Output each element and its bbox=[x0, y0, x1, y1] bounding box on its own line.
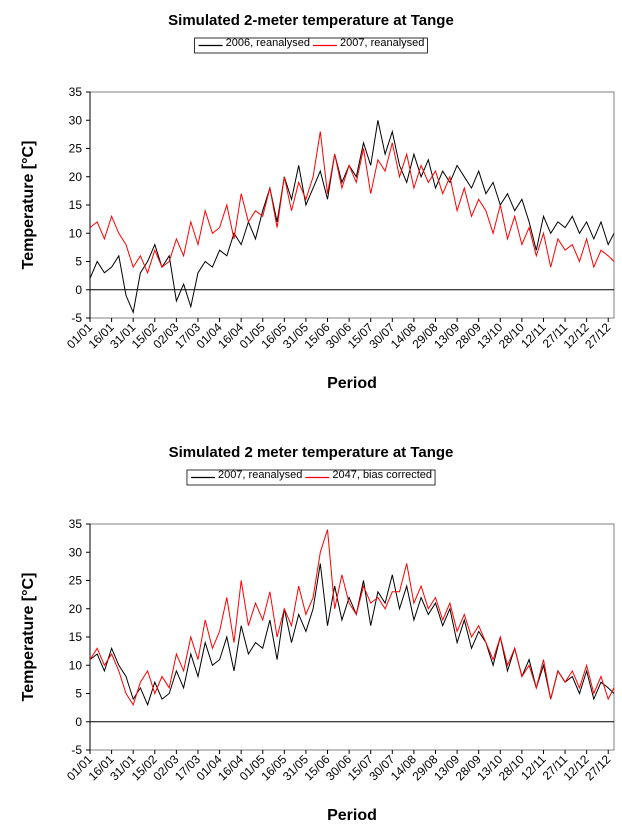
y-tick-label: 10 bbox=[69, 226, 83, 240]
x-axis-title: Period bbox=[327, 807, 377, 824]
y-tick-label: 35 bbox=[69, 85, 83, 99]
chart-title: Simulated 2 meter temperature at Tange bbox=[169, 444, 454, 461]
y-tick-label: -5 bbox=[71, 743, 82, 757]
y-tick-label: 30 bbox=[69, 545, 83, 559]
legend-label: 2006, reanalysed bbox=[226, 37, 310, 49]
y-tick-label: 25 bbox=[69, 142, 83, 156]
y-tick-label: 20 bbox=[69, 170, 83, 184]
y-tick-label: -5 bbox=[71, 311, 82, 325]
legend: 2007, reanalysed 2047, bias corrected bbox=[186, 469, 436, 486]
y-axis-title: Temperature [°C] bbox=[20, 573, 37, 702]
series-line bbox=[89, 529, 615, 706]
y-tick-label: 15 bbox=[69, 630, 83, 644]
series-line bbox=[89, 120, 615, 315]
y-tick-label: 35 bbox=[69, 517, 83, 531]
legend: 2006, reanalysed 2007, reanalysed bbox=[194, 37, 428, 54]
y-tick-label: 20 bbox=[69, 602, 83, 616]
y-tick-label: 0 bbox=[75, 283, 82, 297]
y-axis-title: Temperature [°C] bbox=[20, 141, 37, 270]
legend-label: 2007, reanalysed bbox=[218, 469, 302, 481]
plot-area bbox=[89, 91, 615, 319]
y-tick-label: 15 bbox=[69, 198, 83, 212]
x-tick-label: 27/12 bbox=[582, 320, 613, 351]
y-tick-label: 30 bbox=[69, 113, 83, 127]
series-line bbox=[89, 131, 615, 275]
plot-area bbox=[89, 523, 615, 751]
chart-title: Simulated 2-meter temperature at Tange bbox=[168, 12, 454, 29]
series-line bbox=[89, 563, 615, 707]
y-tick-label: 0 bbox=[75, 715, 82, 729]
legend-label: 2007, reanalysed bbox=[340, 37, 424, 49]
y-tick-label: 10 bbox=[69, 658, 83, 672]
y-tick-label: 5 bbox=[75, 687, 82, 701]
y-tick-label: 5 bbox=[75, 255, 82, 269]
x-axis-title: Period bbox=[327, 375, 377, 392]
legend-box bbox=[194, 37, 428, 54]
legend-label: 2047, bias corrected bbox=[332, 469, 432, 481]
y-tick-label: 25 bbox=[69, 574, 83, 588]
x-tick-label: 27/12 bbox=[582, 752, 613, 783]
